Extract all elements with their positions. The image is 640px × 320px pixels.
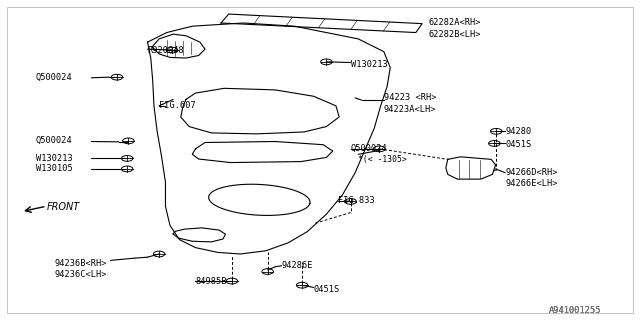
Text: 94236B<RH>: 94236B<RH> <box>55 259 108 268</box>
Text: R920048: R920048 <box>148 45 184 55</box>
Text: 94280: 94280 <box>505 127 531 136</box>
Text: FIG.833: FIG.833 <box>338 196 374 205</box>
Text: 62282A<RH>: 62282A<RH> <box>429 19 481 28</box>
Text: 84985B: 84985B <box>195 277 227 286</box>
Text: 62282B<LH>: 62282B<LH> <box>429 30 481 39</box>
Text: 94266E<LH>: 94266E<LH> <box>505 180 557 188</box>
Text: 94236C<LH>: 94236C<LH> <box>55 269 108 279</box>
Text: Q500024: Q500024 <box>36 136 72 145</box>
Text: 0451S: 0451S <box>314 284 340 293</box>
Text: A941001255: A941001255 <box>548 306 601 315</box>
Text: W130213: W130213 <box>351 60 387 69</box>
Text: W130105: W130105 <box>36 164 72 173</box>
Text: 94266D<RH>: 94266D<RH> <box>505 168 557 177</box>
Text: 94223A<LH>: 94223A<LH> <box>384 105 436 114</box>
Text: 94286E: 94286E <box>282 261 313 270</box>
Text: Q500024: Q500024 <box>36 73 72 82</box>
Text: Q500024: Q500024 <box>351 144 387 153</box>
Text: 0451S: 0451S <box>505 140 531 148</box>
Text: A941001255: A941001255 <box>548 306 601 315</box>
Text: *(< -1305>: *(< -1305> <box>358 155 407 164</box>
Text: FIG.607: FIG.607 <box>159 101 196 110</box>
Text: W130213: W130213 <box>36 154 72 163</box>
Text: FRONT: FRONT <box>47 202 80 212</box>
Text: 94223 <RH>: 94223 <RH> <box>384 93 436 102</box>
